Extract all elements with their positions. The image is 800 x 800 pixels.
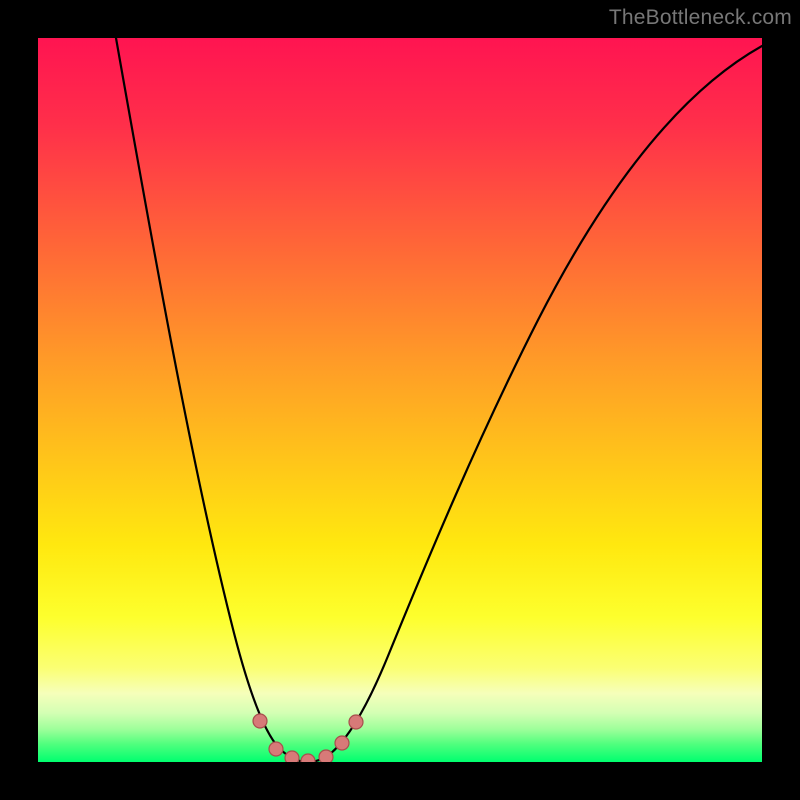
gradient-background (38, 38, 762, 762)
marker-point (319, 750, 333, 762)
plot-area (38, 38, 762, 762)
marker-point (285, 751, 299, 762)
plot-svg (38, 38, 762, 762)
marker-point (301, 754, 315, 762)
marker-point (349, 715, 363, 729)
marker-point (335, 736, 349, 750)
chart-frame: TheBottleneck.com (0, 0, 800, 800)
watermark-text: TheBottleneck.com (609, 6, 792, 30)
marker-point (253, 714, 267, 728)
marker-point (269, 742, 283, 756)
